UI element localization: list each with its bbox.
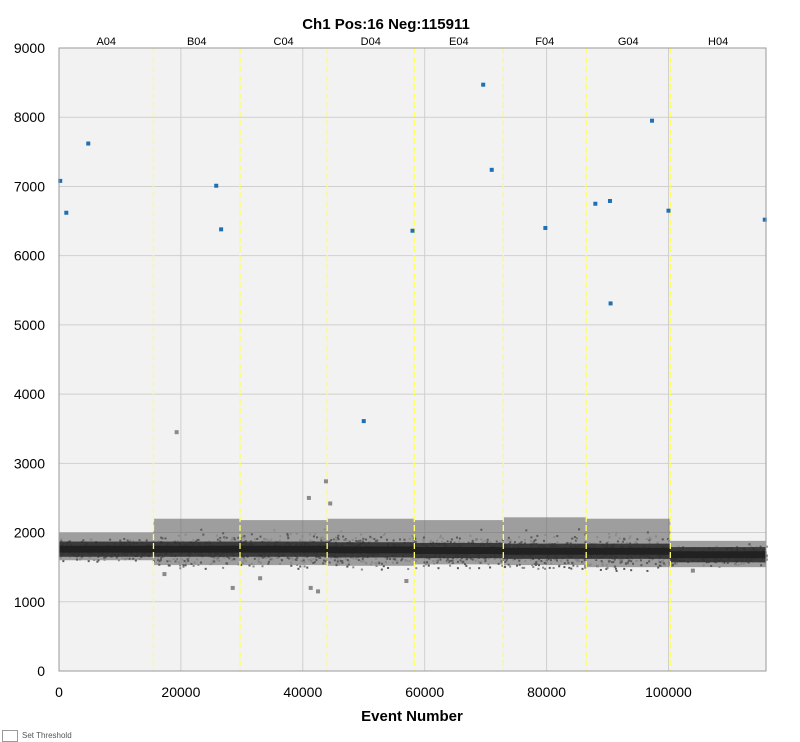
negative-outlier-point [174, 430, 179, 435]
x-tick-label: 0 [55, 684, 63, 700]
band-C04 [240, 520, 329, 570]
well-label-C04: C04 [274, 36, 294, 48]
positive-droplet-point [593, 201, 598, 206]
negative-outlier-point [306, 495, 311, 500]
positive-droplet-point [361, 419, 366, 424]
negative-outlier-point [258, 576, 263, 581]
set-threshold-row[interactable]: Set Threshold [2, 730, 72, 742]
positive-droplets [58, 82, 767, 424]
band-F04 [503, 517, 589, 570]
well-label-A04: A04 [96, 36, 116, 48]
y-tick-label: 9000 [14, 40, 45, 56]
negative-outlier-point [162, 572, 167, 577]
positive-droplet-point [607, 198, 612, 203]
band-D04 [327, 518, 417, 571]
x-tick-label: 80000 [527, 684, 566, 700]
x-tick-label: 60000 [405, 684, 444, 700]
negative-outlier-point [328, 501, 333, 506]
well-label-B04: B04 [187, 36, 207, 48]
positive-droplet-point [58, 178, 63, 183]
negative-outlier-point [404, 579, 409, 584]
positive-droplet-point [481, 82, 486, 87]
plot-frame [58, 47, 767, 672]
positive-droplet-point [650, 118, 655, 123]
negative-outlier-point [690, 568, 695, 573]
negative-outlier-point [230, 585, 235, 590]
band-E04 [414, 520, 506, 570]
positive-droplet-point [762, 217, 767, 222]
well-label-F04: F04 [535, 36, 554, 48]
band-A04 [59, 532, 156, 563]
y-tick-label: 1000 [14, 594, 45, 610]
y-tick-label: 4000 [14, 386, 45, 402]
band-H04 [670, 540, 768, 568]
positive-droplet-point [219, 227, 224, 232]
x-tick-label: 40000 [283, 684, 322, 700]
set-threshold-label: Set Threshold [22, 731, 72, 740]
positive-droplet-point [489, 167, 494, 172]
x-tick-label: 100000 [645, 684, 692, 700]
positive-droplet-point [543, 225, 548, 230]
negative-outlier-point [316, 589, 321, 594]
x-tick-label: 20000 [161, 684, 200, 700]
positive-droplet-point [86, 141, 91, 146]
positive-droplet-point [608, 301, 613, 306]
set-threshold-checkbox[interactable] [2, 730, 18, 742]
well-boundary-lines [152, 48, 671, 671]
plot-area [59, 48, 766, 671]
negative-outlier-point [308, 585, 313, 590]
positive-droplet-point [214, 183, 219, 188]
y-axis-ticks: 0 1000 2000 3000 4000 5000 6000 7000 8000 9000 [14, 40, 45, 679]
y-tick-label: 2000 [14, 525, 45, 541]
y-tick-label: 3000 [14, 455, 45, 471]
well-labels: A04 B04 C04 D04 E04 F04 G04 H04 [96, 36, 728, 48]
positive-droplet-point [64, 210, 69, 215]
band-B04 [153, 518, 242, 570]
negative-outlier-point [323, 479, 328, 484]
chart-title: Ch1 Pos:16 Neg:115911 [302, 16, 470, 33]
well-label-E04: E04 [449, 36, 469, 48]
band-G04 [586, 518, 673, 572]
well-label-G04: G04 [618, 36, 639, 48]
negative-droplet-band [59, 517, 768, 572]
well-label-H04: H04 [708, 36, 728, 48]
y-tick-label: 0 [37, 663, 45, 679]
well-label-D04: D04 [361, 36, 381, 48]
y-tick-label: 8000 [14, 109, 45, 125]
y-tick-label: 7000 [14, 178, 45, 194]
x-axis-label: Event Number [361, 708, 463, 725]
y-tick-label: 6000 [14, 248, 45, 264]
positive-droplet-point [410, 228, 415, 233]
positive-droplet-point [666, 208, 671, 213]
y-tick-label: 5000 [14, 317, 45, 333]
negative-outliers [162, 430, 695, 594]
x-axis-ticks: 0 20000 40000 60000 80000 100000 [55, 684, 692, 700]
